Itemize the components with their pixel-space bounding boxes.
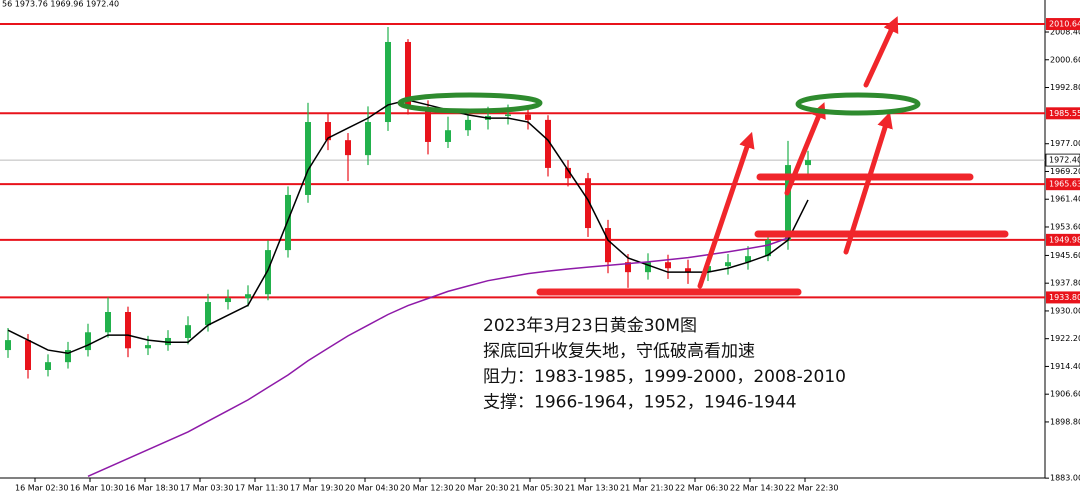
x-tick-label: 16 Mar 02:30 bbox=[15, 484, 68, 493]
y-tick-label: 1969.20 bbox=[1050, 167, 1080, 176]
candle-body bbox=[65, 350, 71, 363]
candle-body bbox=[185, 325, 191, 338]
x-tick-label: 20 Mar 04:30 bbox=[345, 484, 398, 493]
candle-body bbox=[545, 119, 551, 168]
x-tick-label: 21 Mar 13:30 bbox=[565, 484, 618, 493]
candle-body bbox=[345, 140, 351, 156]
note-line: 支撑：1966-1964，1952，1946-1944 bbox=[483, 393, 797, 413]
candle-body bbox=[645, 262, 651, 273]
candle-body bbox=[325, 122, 331, 141]
candle-body bbox=[45, 362, 51, 370]
arrow bbox=[697, 131, 755, 289]
header: 56 1973.76 1969.96 1972.40 bbox=[2, 0, 119, 9]
x-tick-label: 17 Mar 19:30 bbox=[290, 484, 343, 493]
x-tick-label: 16 Mar 10:30 bbox=[70, 484, 123, 493]
y-tick-label: 2008.40 bbox=[1050, 28, 1080, 37]
level-label: 1985.55 bbox=[1049, 109, 1080, 118]
moving-average bbox=[87, 237, 789, 478]
arrow bbox=[843, 111, 893, 255]
candle-body bbox=[585, 178, 591, 229]
candle-body bbox=[785, 165, 791, 241]
note-line: 探底回升收复失地，守低破高看加速 bbox=[483, 342, 755, 362]
level-label: 1933.80 bbox=[1049, 293, 1080, 302]
highlight-ellipse bbox=[795, 92, 921, 116]
last-price-label: 1972.40 bbox=[1049, 156, 1080, 165]
y-tick-label: 1914.40 bbox=[1050, 362, 1080, 371]
candle-body bbox=[525, 114, 531, 120]
x-tick-label: 21 Mar 05:30 bbox=[510, 484, 563, 493]
y-tick-label: 1953.60 bbox=[1050, 222, 1080, 231]
candle-body bbox=[565, 167, 571, 179]
last-price-tag bbox=[1045, 153, 1080, 167]
candle-body bbox=[385, 41, 391, 123]
plot-area bbox=[0, 0, 1045, 497]
candle-body bbox=[725, 262, 731, 267]
level-label: 2010.64 bbox=[1049, 20, 1080, 29]
candle-body bbox=[805, 160, 811, 166]
y-tick-label: 1945.60 bbox=[1050, 251, 1080, 260]
candle-body bbox=[145, 345, 151, 349]
candle-body bbox=[685, 268, 691, 273]
annotations bbox=[397, 16, 1009, 296]
y-tick-label: 1930.00 bbox=[1050, 306, 1080, 315]
x-tick-label: 17 Mar 03:30 bbox=[180, 484, 233, 493]
candle-body bbox=[745, 256, 751, 263]
candle-body bbox=[505, 114, 511, 116]
y-tick-label: 1961.40 bbox=[1050, 195, 1080, 204]
candle-body bbox=[225, 298, 231, 303]
candle-body bbox=[605, 228, 611, 263]
x-tick-label: 21 Mar 21:30 bbox=[620, 484, 673, 493]
level-tag bbox=[1046, 18, 1080, 31]
level-tag bbox=[1046, 107, 1080, 120]
y-tick-label: 1883.00 bbox=[1050, 474, 1080, 483]
y-tick-label: 1898.80 bbox=[1050, 417, 1080, 426]
arrow bbox=[784, 102, 826, 196]
candle-body bbox=[625, 262, 631, 273]
candle-body bbox=[305, 122, 311, 195]
candle-body bbox=[125, 312, 131, 349]
level-tag bbox=[1046, 291, 1080, 304]
y-tick-label: 2000.60 bbox=[1050, 55, 1080, 64]
x-tick-label: 22 Mar 22:30 bbox=[785, 484, 838, 493]
candle-body bbox=[285, 194, 291, 251]
candle-body bbox=[205, 302, 211, 326]
candle-body bbox=[265, 250, 271, 295]
candle-body bbox=[105, 312, 111, 333]
y-tick-label: 1992.80 bbox=[1050, 83, 1080, 92]
candle-body bbox=[365, 122, 371, 156]
candle-body bbox=[245, 294, 251, 299]
note-line: 阻力：1983-1985，1999-2000，2008-2010 bbox=[483, 367, 846, 387]
arrow bbox=[863, 16, 899, 88]
level-label: 1949.98 bbox=[1049, 235, 1080, 244]
note-line: 2023年3月23日黄金30M图 bbox=[483, 316, 697, 336]
candle-body bbox=[405, 41, 411, 109]
x-tick-label: 16 Mar 18:30 bbox=[125, 484, 178, 493]
x-tick-label: 20 Mar 12:30 bbox=[400, 484, 453, 493]
highlight-ellipse bbox=[397, 92, 543, 114]
y-tick-label: 1977.00 bbox=[1050, 139, 1080, 148]
x-tick-label: 22 Mar 14:30 bbox=[730, 484, 783, 493]
level-tag bbox=[1046, 178, 1080, 191]
x-tick-label: 22 Mar 06:30 bbox=[675, 484, 728, 493]
y-tick-label: 1937.80 bbox=[1050, 279, 1080, 288]
level-label: 1965.63 bbox=[1049, 180, 1080, 189]
x-tick-label: 17 Mar 11:30 bbox=[235, 484, 288, 493]
candle-body bbox=[465, 119, 471, 131]
y-tick-label: 1906.60 bbox=[1050, 390, 1080, 399]
candle-body bbox=[445, 130, 451, 142]
candle-body bbox=[425, 108, 431, 142]
candle-body bbox=[765, 240, 771, 257]
y-tick-label: 1922.20 bbox=[1050, 334, 1080, 343]
x-tick-label: 20 Mar 20:30 bbox=[455, 484, 508, 493]
candle-body bbox=[85, 332, 91, 351]
candle-body bbox=[665, 262, 671, 269]
level-tag bbox=[1046, 233, 1080, 246]
candle-body bbox=[5, 340, 11, 351]
candle-body bbox=[25, 340, 31, 370]
